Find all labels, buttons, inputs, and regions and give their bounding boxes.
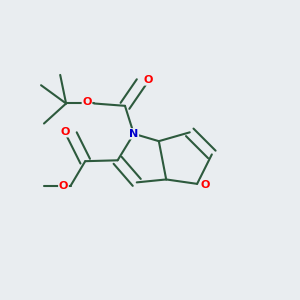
Text: O: O — [59, 181, 68, 191]
Text: O: O — [201, 180, 210, 190]
Text: O: O — [143, 75, 153, 85]
Text: O: O — [60, 127, 70, 137]
Text: N: N — [129, 129, 138, 139]
Text: O: O — [82, 97, 92, 107]
